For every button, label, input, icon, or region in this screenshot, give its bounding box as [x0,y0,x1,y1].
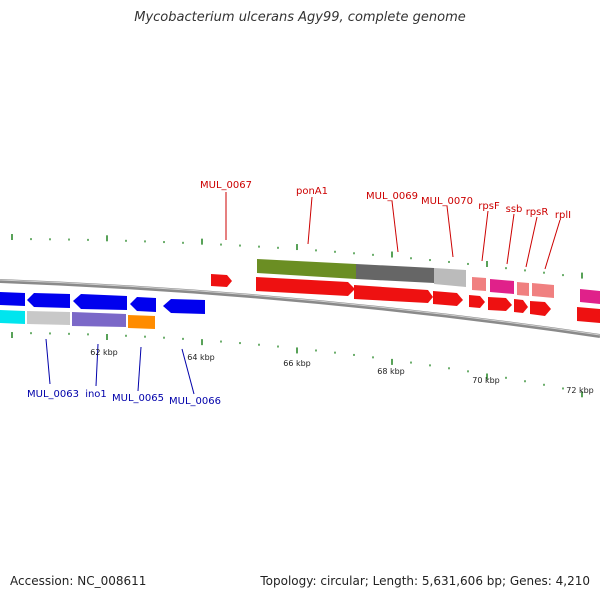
scale-label-70kbp: 70 kbp [472,376,500,385]
label-ssb: ssb [506,204,523,215]
genome-summary-text: Topology: circular; Length: 5,631,606 bp… [260,574,590,588]
forward-upper-row [211,259,600,304]
gene-arrow-MUL_0067[interactable] [211,274,232,287]
inner-tick-row [11,332,583,398]
gene-edge-reverse-1[interactable] [0,292,25,306]
gene-rplI-box[interactable] [532,283,554,298]
gene-box-MUL_0063[interactable] [27,311,70,325]
label-MUL_0069: MUL_0069 [366,191,418,202]
gene-edge-forward-2[interactable] [577,307,600,323]
label-rpsF: rpsF [478,201,500,212]
forward-lower-row [256,277,600,323]
scale-label-group: 62 kbp 64 kbp 66 kbp 68 kbp 70 kbp 72 kb… [90,348,594,395]
gene-edge-forward-1[interactable] [580,289,600,304]
gene-rpsF-box[interactable] [472,277,486,291]
gene-arrow-ssb[interactable] [488,297,512,311]
gene-rpsR-box[interactable] [517,282,529,296]
genome-title: Mycobacterium ulcerans Agy99, complete g… [134,10,466,25]
label-MUL_0067: MUL_0067 [200,180,252,191]
label-rpsR: rpsR [526,207,549,218]
gene-box-MUL_0065[interactable] [128,315,155,329]
gene-arrow-ponA1[interactable] [256,277,355,296]
gene-arrow-MUL_0069[interactable] [354,285,433,303]
gene-arrow-rplI[interactable] [530,301,551,316]
label-MUL_0063: MUL_0063 [27,389,79,400]
gene-arrow-MUL_0070[interactable] [433,291,463,306]
label-ino1: ino1 [85,389,107,400]
scale-label-62kbp: 62 kbp [90,348,118,357]
forward-leaders [225,192,561,270]
gene-arrow-ino1[interactable] [73,294,127,310]
reverse-label-group: MUL_0063 ino1 MUL_0065 MUL_0066 [27,389,221,407]
gene-arrow-rpsR[interactable] [514,299,528,313]
scale-label-66kbp: 66 kbp [283,359,311,368]
gene-box-ino1[interactable] [72,312,126,327]
gene-arrow-MUL_0063[interactable] [27,293,70,308]
gene-arrow-MUL_0066[interactable] [163,299,205,314]
accession-text: Accession: NC_008611 [10,574,147,588]
reverse-upper-row [0,292,205,314]
gene-edge-reverse-2[interactable] [0,310,25,324]
scale-label-72kbp: 72 kbp [566,386,594,395]
gene-ssb-box[interactable] [490,279,514,294]
forward-label-group: MUL_0067 ponA1 MUL_0069 MUL_0070 rpsF ss… [200,180,571,221]
label-MUL_0066: MUL_0066 [169,396,221,407]
gene-MUL_0069[interactable] [356,264,434,283]
genome-backbone [0,279,600,338]
label-MUL_0070: MUL_0070 [421,196,473,207]
reverse-leaders [45,338,195,395]
gene-MUL_0070[interactable] [434,268,466,287]
reverse-lower-row [0,310,155,329]
label-rplI: rplI [555,210,571,221]
genome-backbone-highlight [0,279,600,336]
scale-label-64kbp: 64 kbp [187,353,215,362]
outer-tick-row [11,234,583,279]
gene-ponA1[interactable] [257,259,356,279]
scale-label-68kbp: 68 kbp [377,367,405,376]
gene-arrow-rpsF[interactable] [469,295,485,308]
label-MUL_0065: MUL_0065 [112,393,164,404]
gene-arrow-MUL_0065[interactable] [130,297,156,312]
label-ponA1: ponA1 [296,186,328,197]
